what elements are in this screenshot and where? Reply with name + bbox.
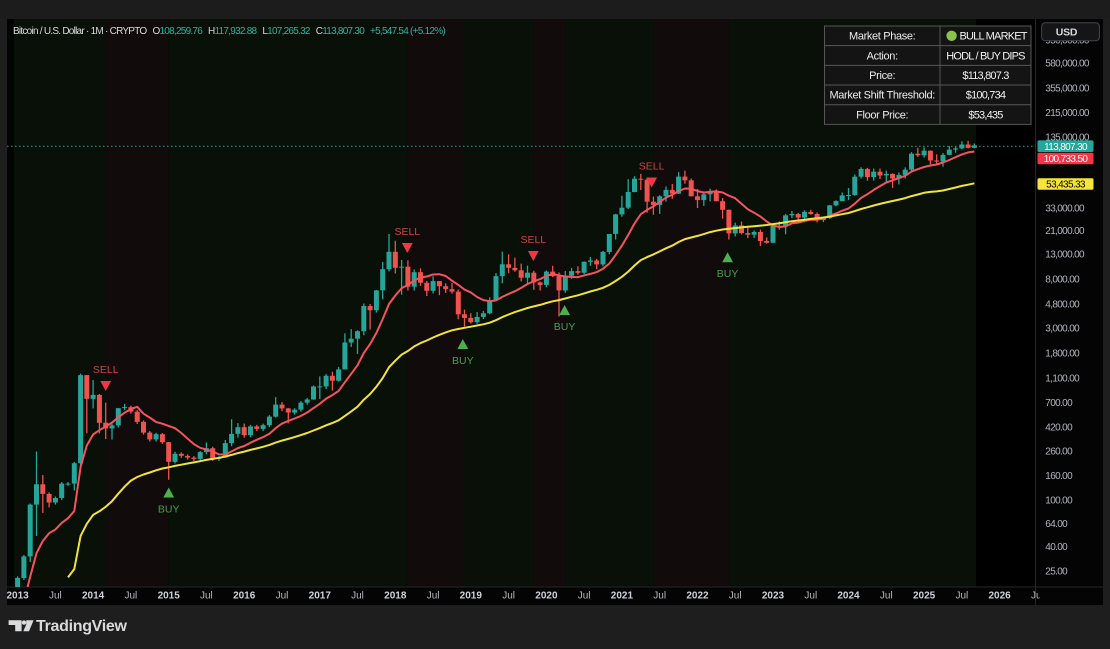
svg-text:$100,734: $100,734 xyxy=(966,90,1006,102)
svg-text:Floor Price:: Floor Price: xyxy=(856,109,908,121)
svg-text:8,000.00: 8,000.00 xyxy=(1045,275,1080,286)
svg-text:2014: 2014 xyxy=(82,591,105,602)
svg-text:2020: 2020 xyxy=(535,591,558,602)
svg-text:Jul: Jul xyxy=(578,591,591,602)
svg-text:SELL: SELL xyxy=(520,234,546,246)
svg-text:Jul: Jul xyxy=(880,591,893,602)
svg-text:BUY: BUY xyxy=(452,355,474,367)
svg-text:Price:: Price: xyxy=(869,70,895,82)
svg-text:SELL: SELL xyxy=(394,226,420,238)
svg-text:580,000.00: 580,000.00 xyxy=(1045,59,1090,70)
svg-text:BULL MARKET: BULL MARKET xyxy=(960,31,1028,43)
svg-text:Bitcoin / U.S. Dollar · 1M · C: Bitcoin / U.S. Dollar · 1M · CRYPTO O108… xyxy=(13,26,445,37)
svg-text:113,807.30: 113,807.30 xyxy=(1044,142,1088,153)
svg-text:4,800.00: 4,800.00 xyxy=(1045,300,1080,311)
svg-text:135,000.00: 135,000.00 xyxy=(1045,133,1090,144)
svg-text:Jul: Jul xyxy=(49,591,62,602)
svg-text:BUY: BUY xyxy=(554,321,576,333)
svg-text:160.00: 160.00 xyxy=(1045,471,1073,482)
svg-text:2015: 2015 xyxy=(158,591,181,602)
svg-text:33,000.00: 33,000.00 xyxy=(1045,204,1085,215)
svg-text:2017: 2017 xyxy=(309,591,332,602)
svg-text:SELL: SELL xyxy=(639,161,665,173)
svg-text:3,000.00: 3,000.00 xyxy=(1045,324,1080,335)
svg-text:Jul: Jul xyxy=(729,591,742,602)
svg-text:13,000.00: 13,000.00 xyxy=(1045,250,1085,261)
svg-text:2019: 2019 xyxy=(460,591,483,602)
svg-text:HODL / BUY DIPS: HODL / BUY DIPS xyxy=(946,50,1025,62)
svg-text:Jul: Jul xyxy=(502,591,515,602)
svg-text:64.00: 64.00 xyxy=(1045,519,1068,530)
svg-text:260.00: 260.00 xyxy=(1045,447,1073,458)
svg-text:25.00: 25.00 xyxy=(1045,567,1068,578)
svg-text:Market Shift Threshold:: Market Shift Threshold: xyxy=(829,90,935,102)
svg-text:BUY: BUY xyxy=(717,268,739,280)
svg-text:SELL: SELL xyxy=(93,364,119,376)
svg-text:Jul: Jul xyxy=(956,591,969,602)
svg-text:2026: 2026 xyxy=(988,591,1011,602)
svg-text:355,000.00: 355,000.00 xyxy=(1045,84,1090,95)
svg-text:Jul: Jul xyxy=(125,591,138,602)
svg-text:53,435.33: 53,435.33 xyxy=(1046,180,1086,191)
svg-text:2023: 2023 xyxy=(762,591,785,602)
svg-text:40.00: 40.00 xyxy=(1045,542,1068,553)
svg-text:1,100.00: 1,100.00 xyxy=(1045,374,1080,385)
svg-text:Jul: Jul xyxy=(351,591,364,602)
svg-text:BUY: BUY xyxy=(158,504,180,516)
svg-text:2021: 2021 xyxy=(611,591,634,602)
svg-text:100,733.50: 100,733.50 xyxy=(1044,154,1089,165)
svg-text:2018: 2018 xyxy=(384,591,407,602)
svg-text:100.00: 100.00 xyxy=(1045,496,1073,507)
svg-text:2025: 2025 xyxy=(913,591,936,602)
svg-text:$53,435: $53,435 xyxy=(968,109,1003,121)
svg-text:TradingView: TradingView xyxy=(36,618,128,635)
svg-text:2022: 2022 xyxy=(686,591,709,602)
svg-text:Jul: Jul xyxy=(276,591,289,602)
svg-text:700.00: 700.00 xyxy=(1045,398,1073,409)
svg-text:2013: 2013 xyxy=(6,591,29,602)
svg-text:215,000.00: 215,000.00 xyxy=(1045,108,1090,119)
svg-text:2024: 2024 xyxy=(837,591,860,602)
svg-text:USD: USD xyxy=(1056,26,1078,38)
svg-text:$113,807.3: $113,807.3 xyxy=(962,70,1009,82)
svg-text:Jul: Jul xyxy=(427,591,440,602)
svg-text:Jul: Jul xyxy=(804,591,817,602)
svg-text:2016: 2016 xyxy=(233,591,256,602)
svg-text:Jul: Jul xyxy=(200,591,213,602)
svg-text:Action:: Action: xyxy=(867,50,898,62)
svg-text:Market Phase:: Market Phase: xyxy=(849,31,916,43)
svg-text:Jul: Jul xyxy=(653,591,666,602)
svg-text:Jul: Jul xyxy=(1031,591,1044,602)
svg-text:420.00: 420.00 xyxy=(1045,423,1073,434)
svg-text:1,800.00: 1,800.00 xyxy=(1045,349,1080,360)
svg-text:21,000.00: 21,000.00 xyxy=(1045,226,1085,237)
